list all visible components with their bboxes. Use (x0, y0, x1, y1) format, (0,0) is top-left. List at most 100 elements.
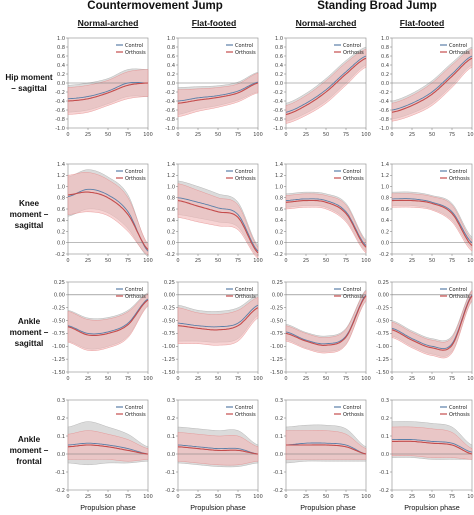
legend-label-control: Control (235, 405, 253, 411)
y-tick-label: 0.4 (167, 218, 175, 224)
series-line-control (67, 298, 149, 335)
x-tick-label: 100 (467, 494, 474, 500)
y-tick-label: 0.0 (275, 241, 283, 247)
y-tick-label: 0.8 (167, 45, 175, 51)
y-tick-label: 1.4 (57, 162, 65, 168)
y-tick-label: -1.25 (376, 357, 389, 363)
y-tick-label: -0.1 (165, 470, 175, 476)
y-tick-label: -0.2 (55, 252, 65, 258)
panel-r1-c1: -0.2 0.0 0.2 0.4 0.6 0.8 1.0 1.2 1.4 0 25 50 75 100 Co… (165, 162, 263, 264)
y-tick-label: -1.50 (52, 370, 65, 376)
legend-label-orthosis: Orthosis (125, 176, 146, 182)
legend-label-orthosis: Orthosis (449, 176, 470, 182)
legend-label-orthosis: Orthosis (449, 412, 470, 418)
y-tick-label: -0.2 (55, 488, 65, 494)
header-cmj-flat-footed: Flat-footed (191, 18, 237, 28)
legend-label-orthosis: Orthosis (343, 50, 364, 56)
series-line-orthosis (67, 191, 149, 250)
x-tick-label: 100 (361, 376, 371, 382)
y-tick-label: -0.8 (379, 117, 389, 123)
x-tick-label: 50 (215, 376, 221, 382)
series-line-control (177, 304, 259, 328)
y-tick-label: 0.3 (275, 398, 283, 404)
y-tick-label: -0.2 (273, 252, 283, 258)
series-line-orthosis (177, 307, 259, 331)
y-tick-label: -0.50 (162, 318, 175, 324)
sd-band-orthosis (67, 430, 149, 462)
x-tick-label: 50 (215, 132, 221, 138)
x-tick-label: 25 (195, 494, 201, 500)
y-tick-label: 0.1 (167, 434, 175, 440)
y-tick-label: 0.0 (167, 81, 175, 87)
x-tick-label: 0 (176, 376, 179, 382)
y-tick-label: 0.4 (275, 218, 283, 224)
x-tick-label: 50 (429, 494, 435, 500)
y-tick-label: -0.4 (165, 99, 175, 105)
legend-label-orthosis: Orthosis (235, 176, 256, 182)
panel-r2-c1: -1.50 -1.25 -1.00 -0.75 -0.50 -0.25 0.00 0.25 0 2… (162, 280, 263, 382)
x-tick-label: 0 (390, 132, 393, 138)
y-tick-label: 0.6 (275, 207, 283, 213)
y-tick-label: 0.2 (57, 72, 65, 78)
x-tick-label: 0 (284, 132, 287, 138)
y-tick-label: 0.0 (275, 452, 283, 458)
x-tick-label: 75 (235, 494, 241, 500)
series-line-control (392, 198, 473, 244)
series-line-orthosis (67, 444, 149, 455)
sd-band-orthosis (391, 193, 473, 252)
y-tick-label: -0.8 (165, 117, 175, 123)
x-tick-label: 25 (195, 132, 201, 138)
xlabel-col-3: Propulsion phase (300, 503, 356, 512)
x-tick-label: 100 (361, 132, 371, 138)
x-tick-label: 100 (361, 494, 371, 500)
y-tick-label: 0.25 (54, 280, 65, 286)
y-tick-label: 0.00 (378, 293, 389, 299)
y-tick-label: 0.6 (381, 207, 389, 213)
x-tick-label: 25 (85, 376, 91, 382)
y-tick-label: 1.4 (275, 162, 283, 168)
y-tick-label: 0.8 (275, 196, 283, 202)
legend-label-control: Control (449, 287, 467, 293)
legend-label-control: Control (235, 169, 253, 175)
legend-label-control: Control (125, 287, 143, 293)
legend-label-control: Control (235, 287, 253, 293)
legend-label-control: Control (343, 287, 361, 293)
panel-r3-c2: -0.2 -0.1 0.0 0.1 0.2 0.3 0 25 50 75 100 ControlOrt… (273, 398, 371, 500)
y-tick-label: 0.8 (275, 45, 283, 51)
x-tick-label: 50 (323, 376, 329, 382)
x-tick-label: 75 (125, 376, 131, 382)
row-label-ankle-frontal: Ankle moment – frontal (9, 435, 49, 466)
series-line-orthosis (285, 295, 367, 346)
y-tick-label: -0.6 (379, 108, 389, 114)
header-sbj-flat-footed: Flat-footed (399, 18, 445, 28)
x-tick-label: 25 (303, 376, 309, 382)
y-tick-label: 0.0 (57, 452, 65, 458)
y-tick-label: 1.0 (167, 36, 175, 42)
x-tick-label: 75 (235, 376, 241, 382)
x-tick-label: 0 (284, 376, 287, 382)
y-tick-label: 0.00 (164, 293, 175, 299)
x-tick-label: 0 (176, 132, 179, 138)
x-tick-label: 50 (215, 494, 221, 500)
y-tick-label: 0.2 (167, 416, 175, 422)
y-tick-label: 0.1 (381, 434, 389, 440)
x-tick-label: 25 (85, 132, 91, 138)
y-tick-label: 0.8 (57, 196, 65, 202)
x-tick-label: 75 (125, 258, 131, 264)
series-line-control (67, 81, 148, 100)
y-tick-label: 0.6 (275, 54, 283, 60)
series-line-control (67, 188, 149, 252)
series-line-orthosis (392, 440, 473, 455)
y-tick-label: 0.0 (381, 81, 389, 87)
y-tick-label: -0.2 (273, 488, 283, 494)
x-tick-label: 100 (253, 258, 263, 264)
legend-label-orthosis: Orthosis (449, 50, 470, 56)
row-label-hip-sagittal: Hip moment – sagittal (5, 73, 53, 93)
y-tick-label: -0.75 (270, 331, 283, 337)
y-tick-label: 0.2 (275, 72, 283, 78)
y-tick-label: 1.0 (167, 184, 175, 190)
y-tick-label: 0.00 (54, 293, 65, 299)
y-tick-label: 0.4 (381, 218, 389, 224)
y-tick-label: -1.25 (52, 357, 65, 363)
